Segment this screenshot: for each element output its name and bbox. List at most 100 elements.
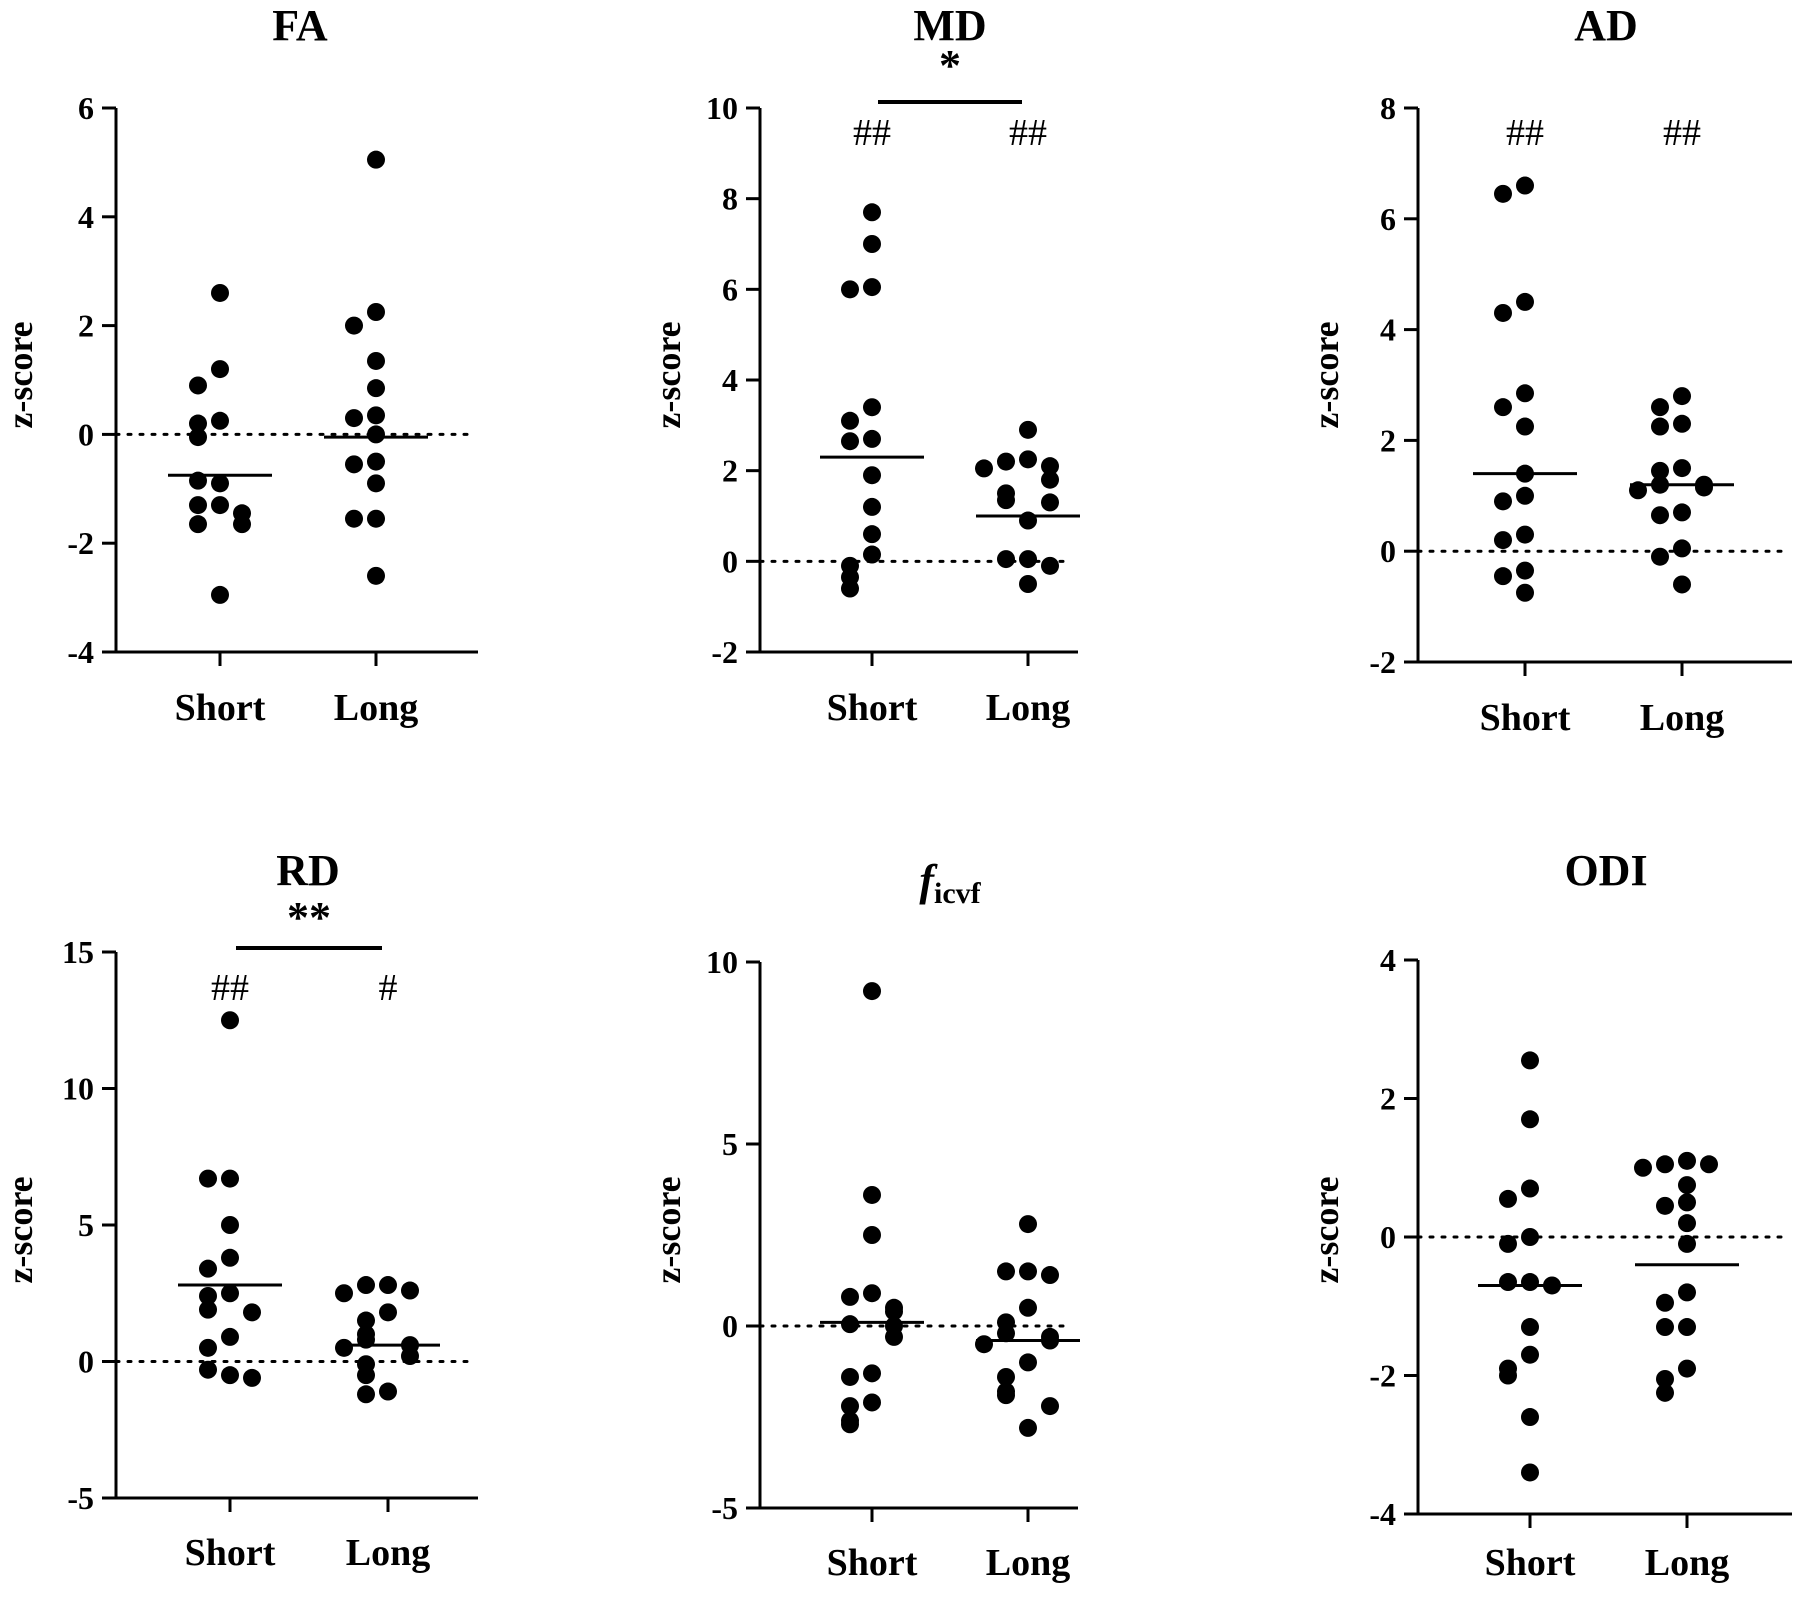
- y-tick-label: 4: [722, 362, 738, 398]
- data-point: [367, 452, 385, 471]
- data-point: [1019, 1298, 1037, 1317]
- y-tick-label: 0: [78, 416, 94, 452]
- data-point: [1019, 1353, 1037, 1372]
- y-tick-label: 4: [1380, 942, 1396, 978]
- data-point: [1656, 1155, 1674, 1174]
- data-point: [1494, 303, 1512, 322]
- data-point: [1678, 1214, 1696, 1233]
- y-tick-label: 6: [1380, 201, 1396, 237]
- significance-mark: ##: [853, 112, 891, 154]
- y-axis-label: z-score: [1306, 321, 1346, 428]
- data-point: [1019, 1262, 1037, 1281]
- data-point: [1521, 1345, 1539, 1364]
- data-point: [211, 411, 229, 430]
- data-point: [1041, 457, 1059, 476]
- y-tick-label: 2: [1380, 422, 1396, 458]
- data-point: [1041, 1397, 1059, 1416]
- y-tick-label: 5: [722, 1126, 738, 1162]
- data-point: [1656, 1318, 1674, 1337]
- data-point: [367, 351, 385, 370]
- data-point: [1499, 1234, 1517, 1253]
- panel-title: RD: [276, 846, 340, 895]
- comparison-stars: *: [939, 41, 961, 90]
- data-point: [863, 1364, 881, 1383]
- y-tick-label: 0: [1380, 1219, 1396, 1255]
- data-point: [1041, 470, 1059, 489]
- y-tick-label: 2: [1380, 1081, 1396, 1117]
- data-point: [357, 1366, 375, 1385]
- data-point: [1673, 575, 1691, 594]
- data-point: [211, 360, 229, 379]
- data-point: [841, 1287, 859, 1306]
- panel-title: ficvf: [919, 856, 981, 910]
- data-point: [863, 497, 881, 516]
- y-tick-label: -2: [1369, 1358, 1396, 1394]
- data-point: [211, 585, 229, 604]
- x-tick-label: Short: [1485, 1542, 1576, 1584]
- data-point: [189, 376, 207, 395]
- data-point: [841, 1367, 859, 1386]
- data-point: [243, 1303, 261, 1322]
- data-point: [243, 1368, 261, 1387]
- data-point: [1673, 539, 1691, 558]
- panel-title: AD: [1574, 1, 1638, 50]
- y-tick-label: -4: [67, 634, 94, 670]
- data-point: [1019, 450, 1037, 469]
- data-point: [1695, 478, 1713, 497]
- data-point: [1521, 1228, 1539, 1246]
- data-point: [401, 1281, 419, 1300]
- y-tick-label: 2: [722, 453, 738, 489]
- data-point: [401, 1347, 419, 1366]
- data-point: [1019, 511, 1037, 530]
- data-point: [841, 432, 859, 451]
- data-point: [841, 1315, 859, 1334]
- data-point: [189, 515, 207, 534]
- x-tick-label: Short: [827, 687, 918, 729]
- data-point: [345, 409, 363, 428]
- data-point: [1673, 459, 1691, 478]
- y-tick-label: 5: [78, 1207, 94, 1243]
- y-tick-label: -2: [1369, 644, 1396, 680]
- y-axis-label: z-score: [648, 1176, 688, 1283]
- y-axis-label: z-score: [648, 321, 688, 428]
- data-point: [1651, 547, 1669, 566]
- y-tick-label: 10: [706, 944, 738, 980]
- data-point: [863, 1393, 881, 1412]
- data-point: [1651, 461, 1669, 480]
- x-tick-label: Short: [827, 1542, 918, 1584]
- panel-md: MD z-score -2 0 2 4 6 8 10 Short Long ## ## *: [648, 1, 1080, 729]
- data-point: [1041, 1266, 1059, 1285]
- y-tick-label: -5: [711, 1490, 738, 1526]
- data-point: [1651, 506, 1669, 525]
- y-tick-label: 6: [722, 271, 738, 307]
- panel-fa: FA z-score -4 -2 0 2 4 6 Short Long: [0, 1, 478, 729]
- data-point: [1499, 1189, 1517, 1208]
- data-point: [367, 379, 385, 398]
- panel-ad: AD z-score -2 0 2 4 6 8 Short Long ## ##: [1306, 1, 1792, 739]
- data-point: [997, 452, 1015, 471]
- data-point: [189, 414, 207, 433]
- y-tick-label: 0: [1380, 533, 1396, 569]
- significance-mark: ##: [1506, 112, 1544, 154]
- data-point: [367, 425, 385, 444]
- panel-ficvf: ficvf z-score -5 0 5 10 Short Long: [648, 856, 1080, 1584]
- data-point: [1019, 1418, 1037, 1437]
- data-point: [211, 474, 229, 493]
- data-point: [199, 1286, 217, 1305]
- data-point: [997, 1367, 1015, 1386]
- data-point: [1019, 420, 1037, 439]
- data-point: [1499, 1366, 1517, 1385]
- data-point: [1678, 1176, 1696, 1195]
- panel-title-main: f: [919, 856, 938, 905]
- data-point: [1678, 1193, 1696, 1212]
- data-point: [189, 428, 207, 447]
- data-point: [863, 278, 881, 297]
- data-point: [885, 1302, 903, 1321]
- data-point: [1521, 1318, 1539, 1337]
- data-point: [863, 203, 881, 222]
- x-tick-label: Short: [175, 687, 266, 729]
- data-point: [997, 1386, 1015, 1405]
- data-point: [1019, 1215, 1037, 1234]
- data-point: [975, 459, 993, 478]
- data-point: [863, 235, 881, 253]
